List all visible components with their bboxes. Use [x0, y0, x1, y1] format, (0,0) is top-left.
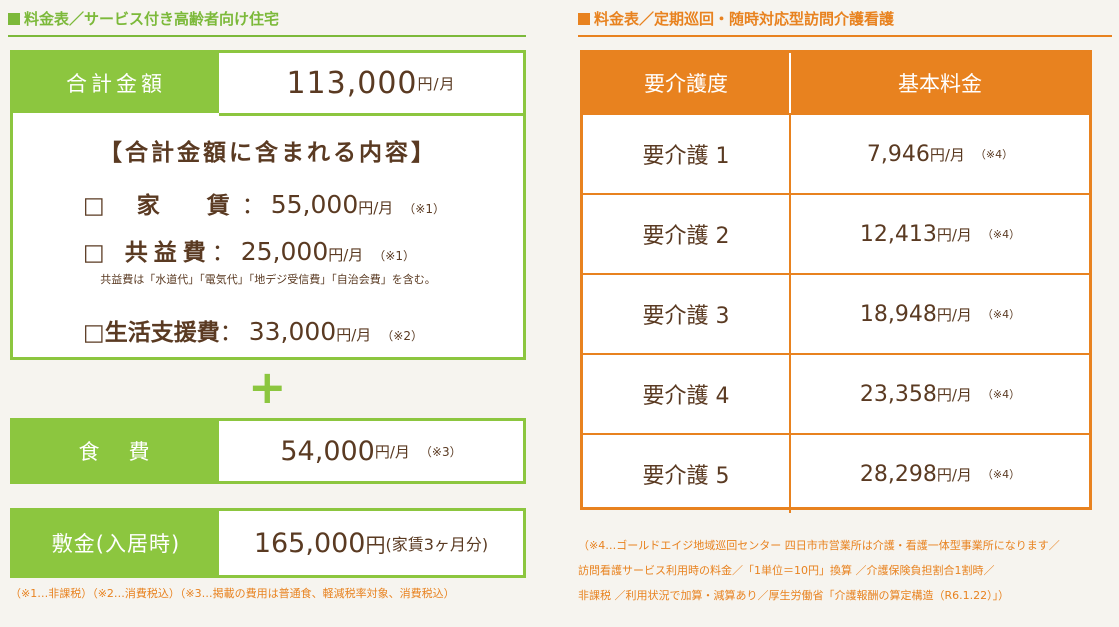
total-amount-box: 合計金額 113,000 円/月 【合計金額に含まれる内容】 □ 家 賃 ： 55…	[10, 50, 526, 360]
care-fee-table: 要介護度 基本料金 要介護 1 7,946 円/月 （※4） 要介護 2 12,41…	[580, 50, 1092, 513]
left-section-title: 料金表／サービス付き高齢者向け住宅	[8, 8, 526, 37]
item-sep: ：	[241, 193, 265, 219]
footnote-line: （※4…ゴールドエイジ地域巡回センター 四日市市営業所は介護・看護一体型事業所に…	[578, 539, 1060, 552]
row-level: 要介護 4	[583, 355, 791, 433]
row-unit: 円/月	[936, 305, 972, 324]
row-fee: 23,358 円/月 （※4）	[791, 355, 1089, 433]
item-amount: 25,000	[240, 237, 329, 266]
item-unit: 円/月	[328, 246, 364, 264]
table-row: 要介護 2 12,413 円/月 （※4）	[583, 193, 1089, 273]
common-fee-note: 共益費は「水道代」「電気代」「地デジ受信費」「自治会費」を含む。	[100, 273, 436, 286]
item-sep: ：	[211, 240, 235, 266]
item-common-fee: □ 共益費 ： 25,000 円/月 （※1）	[83, 233, 415, 267]
deposit-unit: 円	[365, 532, 386, 557]
square-bullet-icon	[578, 13, 590, 25]
right-section-title: 料金表／定期巡回・随時対応型訪問介護看護	[578, 8, 1112, 37]
food-unit: 円/月	[374, 442, 410, 461]
row-amount: 7,946	[866, 141, 930, 167]
left-title-text: 料金表／サービス付き高齢者向け住宅	[24, 10, 280, 28]
row-level: 要介護 3	[583, 275, 791, 353]
table-row: 要介護 1 7,946 円/月 （※4）	[583, 113, 1089, 193]
row-fee: 18,948 円/月 （※4）	[791, 275, 1089, 353]
row-unit: 円/月	[936, 385, 972, 404]
header-divider	[789, 53, 791, 113]
row-note: （※4）	[981, 388, 1021, 401]
food-cost-box: 食 費 54,000 円/月 （※3）	[10, 418, 526, 484]
row-note: （※4）	[981, 468, 1021, 481]
row-note: （※4）	[981, 308, 1021, 321]
item-unit: 円/月	[336, 326, 372, 344]
item-note: （※1）	[373, 249, 415, 263]
item-unit: 円/月	[358, 199, 394, 217]
row-amount: 18,948	[859, 301, 937, 327]
item-name: □ 共益費	[83, 240, 212, 266]
row-fee: 28,298 円/月 （※4）	[791, 435, 1089, 513]
item-rent: □ 家 賃 ： 55,000 円/月 （※1）	[83, 186, 445, 220]
total-amount: 113,000	[286, 65, 418, 101]
plus-icon: +	[248, 360, 287, 414]
header-fee: 基本料金	[898, 72, 982, 96]
item-amount: 55,000	[270, 190, 359, 219]
total-unit: 円/月	[417, 74, 456, 93]
row-level: 要介護 1	[583, 115, 791, 193]
food-label: 食 費	[13, 421, 219, 481]
item-note: （※2）	[381, 329, 423, 343]
total-value: 113,000 円/月	[219, 53, 523, 116]
total-label: 合計金額	[13, 53, 219, 113]
row-amount: 23,358	[859, 381, 937, 407]
item-living-support: □生活支援費 ： 33,000 円/月 （※2）	[83, 313, 423, 347]
row-unit: 円/月	[929, 145, 965, 164]
item-name: □ 家 賃	[83, 193, 242, 219]
includes-title: 【合計金額に含まれる内容】	[99, 140, 437, 166]
table-row: 要介護 5 28,298 円/月 （※4）	[583, 433, 1089, 513]
deposit-box: 敷金(入居時) 165,000 円 (家賃3ヶ月分)	[10, 508, 526, 578]
deposit-label: 敷金(入居時)	[13, 511, 219, 575]
row-fee: 7,946 円/月 （※4）	[791, 115, 1089, 193]
row-amount: 12,413	[859, 221, 937, 247]
food-value: 54,000 円/月 （※3）	[219, 421, 523, 481]
table-row: 要介護 3 18,948 円/月 （※4）	[583, 273, 1089, 353]
right-title-text: 料金表／定期巡回・随時対応型訪問介護看護	[594, 10, 895, 28]
right-footnote: （※4…ゴールドエイジ地域巡回センター 四日市市営業所は介護・看護一体型事業所に…	[578, 533, 1108, 608]
row-amount: 28,298	[859, 461, 937, 487]
row-note: （※4）	[974, 148, 1014, 161]
header-level: 要介護度	[644, 72, 728, 96]
row-unit: 円/月	[936, 465, 972, 484]
table-header: 要介護度 基本料金	[583, 53, 1089, 113]
row-level: 要介護 5	[583, 435, 791, 513]
footnote-line: 訪問看護サービス利用時の料金／「1単位＝10円」換算 ／介護保険負担割合1割時／	[578, 564, 995, 577]
square-bullet-icon	[8, 13, 20, 25]
item-note: （※1）	[403, 202, 445, 216]
item-sep: ：	[219, 320, 243, 346]
footnote-line: 非課税 ／利用状況で加算・減算あり／厚生労働省「介護報酬の算定構造（R6.1.2…	[578, 589, 1010, 602]
row-unit: 円/月	[936, 225, 972, 244]
row-note: （※4）	[981, 228, 1021, 241]
deposit-note: (家賃3ヶ月分)	[385, 535, 489, 554]
item-amount: 33,000	[248, 317, 337, 346]
item-name: □生活支援費	[83, 320, 220, 346]
row-fee: 12,413 円/月 （※4）	[791, 195, 1089, 273]
table-row: 要介護 4 23,358 円/月 （※4）	[583, 353, 1089, 433]
food-amount: 54,000	[280, 435, 375, 467]
food-note: （※3）	[419, 444, 462, 459]
deposit-amount: 165,000	[253, 527, 366, 559]
row-level: 要介護 2	[583, 195, 791, 273]
deposit-value: 165,000 円 (家賃3ヶ月分)	[219, 511, 523, 575]
left-footnote: （※1…非課税）（※2…消費税込）（※3…掲載の費用は普通食、軽減税率対象、消費…	[10, 587, 455, 600]
